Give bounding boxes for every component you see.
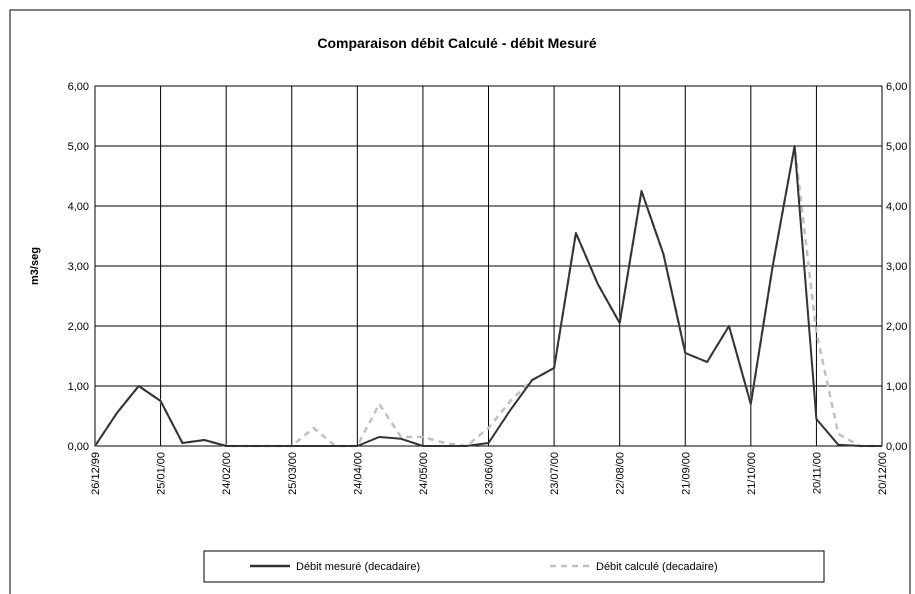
y2-tick-label: 5,00 [886,141,907,153]
x-tick-label: 20/12/00 [877,452,889,495]
y-tick-label: 3,00 [68,261,89,273]
x-tick-label: 24/02/00 [221,452,233,495]
y2-tick-label: 6,00 [886,81,907,93]
y-tick-label: 6,00 [68,81,89,93]
y-tick-label: 5,00 [68,141,89,153]
series-line [94,145,882,447]
y-axis-label: m3/seg [29,247,41,285]
y-tick-label: 1,00 [68,381,89,393]
x-tick-label: 21/09/00 [680,452,692,495]
x-tick-label: 23/06/00 [484,452,496,495]
plot-border [94,85,883,447]
x-tick-label: 25/01/00 [156,452,168,495]
y2-tick-label: 2,00 [886,321,907,333]
x-tick-label: 25/03/00 [287,452,299,495]
x-tick-label: 21/10/00 [746,452,758,495]
y2-tick-label: 1,00 [886,381,907,393]
y-tick-label: 4,00 [68,201,89,213]
y2-tick-label: 3,00 [886,261,907,273]
legend-label: Débit calculé (decadaire) [596,561,718,573]
y2-tick-label: 4,00 [886,201,907,213]
chart-title: Comparaison débit Calculé - débit Mesuré [317,35,596,51]
x-tick-label: 20/11/00 [811,452,823,494]
chart-frame [9,9,911,594]
x-tick-label: 24/04/00 [352,452,364,495]
x-tick-label: 24/05/00 [418,452,430,495]
y-tick-label: 2,00 [68,321,89,333]
legend-label: Débit mesuré (decadaire) [296,561,420,573]
y-tick-label: 0,00 [68,441,89,453]
legend-box [203,550,825,583]
y2-tick-label: 0,00 [886,441,907,453]
x-tick-label: 22/08/00 [615,452,627,495]
x-tick-label: 23/07/00 [549,452,561,495]
x-tick-label: 26/12/99 [90,452,102,495]
